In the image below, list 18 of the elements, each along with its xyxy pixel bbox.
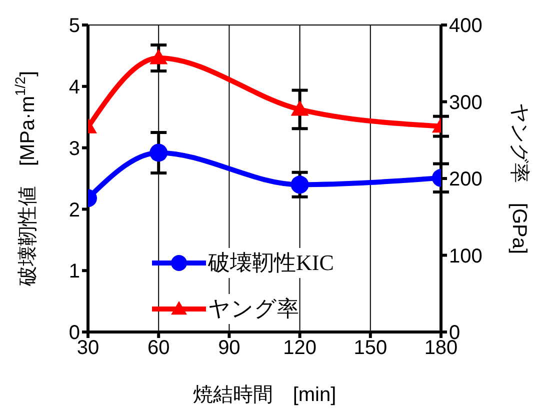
legend-label: 破壊靭性KIC xyxy=(208,248,334,278)
y2-tick-label: 400 xyxy=(449,15,482,38)
x-tick-label: 120 xyxy=(283,337,316,360)
legend-label: ヤング率 xyxy=(208,294,299,324)
y2-tick-label: 300 xyxy=(449,92,482,114)
y-tick-label: 5 xyxy=(68,15,80,38)
y-tick-label: 2 xyxy=(68,199,80,222)
y2-tick-label: 200 xyxy=(449,168,482,191)
y-tick-label: 4 xyxy=(68,76,80,98)
x-tick-label: 150 xyxy=(354,337,388,360)
x-tick-label: 30 xyxy=(76,337,100,360)
x-axis-title: 焼結時間 [min] xyxy=(192,384,336,406)
y2-axis-title: ヤング率 [GPa] xyxy=(508,102,530,254)
x-tick-label: 90 xyxy=(218,337,240,360)
x-tick-label: 60 xyxy=(147,337,170,360)
y2-tick-label: 100 xyxy=(449,245,482,268)
y-tick-label: 3 xyxy=(68,138,80,160)
y-tick-label: 1 xyxy=(68,260,80,283)
